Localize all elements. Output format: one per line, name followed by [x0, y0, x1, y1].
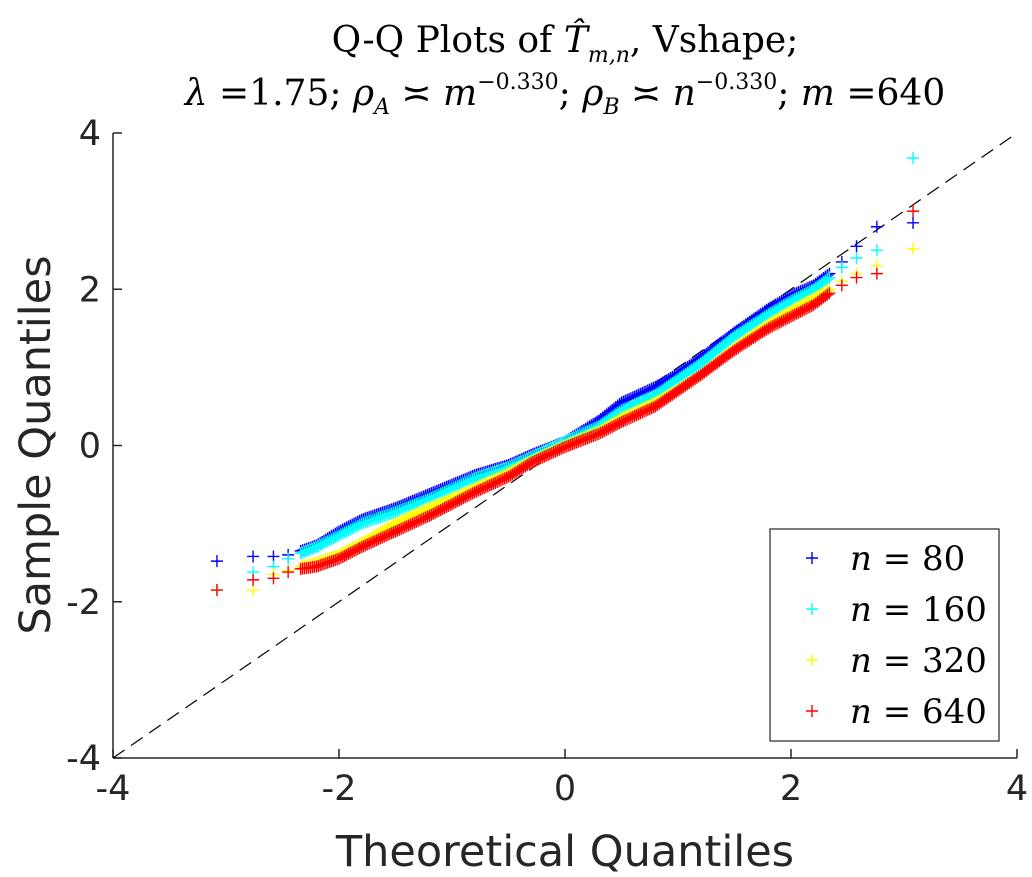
y-tick-label: 2 [79, 270, 101, 310]
data-point [210, 584, 223, 597]
x-tick-label: 4 [1006, 769, 1028, 809]
data-point [907, 205, 920, 218]
data-point [907, 152, 920, 164]
legend-label: n = 640 [850, 692, 987, 732]
data-point [821, 272, 834, 285]
x-axis-label: Theoretical Quantiles [335, 827, 794, 877]
data-point [907, 216, 920, 229]
title-prefix: Q-Q Plots of [332, 20, 564, 61]
series-160 [210, 152, 920, 597]
legend-label: n = 320 [850, 641, 987, 681]
data-point [267, 550, 280, 563]
data-point [870, 267, 883, 280]
y-tick-label: 4 [79, 114, 101, 154]
chart-title-line-1: Q-Q Plots of T̂m,n, Vshape; [332, 18, 799, 68]
data-point [821, 288, 834, 301]
data-point [267, 572, 280, 585]
data-point [247, 550, 260, 563]
data-point [870, 244, 883, 257]
data-point [823, 287, 836, 300]
legend-marker [806, 654, 818, 666]
data-point [247, 573, 260, 586]
title-subscript: m,n [588, 43, 630, 68]
x-tick-label: 0 [554, 769, 576, 809]
y-tick-label: 0 [79, 427, 101, 467]
x-tick-label: -2 [322, 769, 357, 809]
x-tick-label: -4 [96, 769, 131, 809]
data-point [247, 584, 260, 597]
x-tick-label: 2 [780, 769, 802, 809]
legend-marker [806, 705, 818, 717]
data-point [823, 271, 836, 284]
data-point [870, 220, 883, 233]
title-suffix: , Vshape; [630, 20, 799, 61]
data-points [210, 152, 920, 597]
data-point [850, 271, 863, 284]
series-640 [210, 205, 920, 597]
legend-marker [806, 552, 818, 564]
data-point [835, 261, 848, 274]
chart-title-line-2: λ =1.75; ρA ≍ m−0.330; ρB ≍ n−0.330; m =… [183, 70, 946, 120]
data-point [850, 252, 863, 264]
title-symbol: T̂ [564, 18, 591, 61]
data-point [282, 552, 295, 565]
data-point [907, 242, 920, 255]
data-point [850, 240, 863, 253]
legend-label: n = 160 [850, 590, 987, 630]
legend-label: n = 80 [850, 539, 965, 579]
legend-marker [806, 603, 818, 615]
legend: n = 80 n = 160 n = 320 n = 640 [769, 528, 1000, 742]
data-point [282, 566, 295, 579]
legend-box [769, 528, 1000, 742]
data-point [210, 555, 223, 568]
reference-line [112, 132, 1018, 759]
y-axis-label: Sample Quantiles [11, 255, 61, 634]
data-point [835, 279, 848, 292]
axes: -4 -2 0 2 4 -4 -2 0 2 4 [66, 114, 1028, 809]
y-tick-label: -4 [66, 739, 101, 779]
y-tick-label: -2 [66, 583, 101, 623]
